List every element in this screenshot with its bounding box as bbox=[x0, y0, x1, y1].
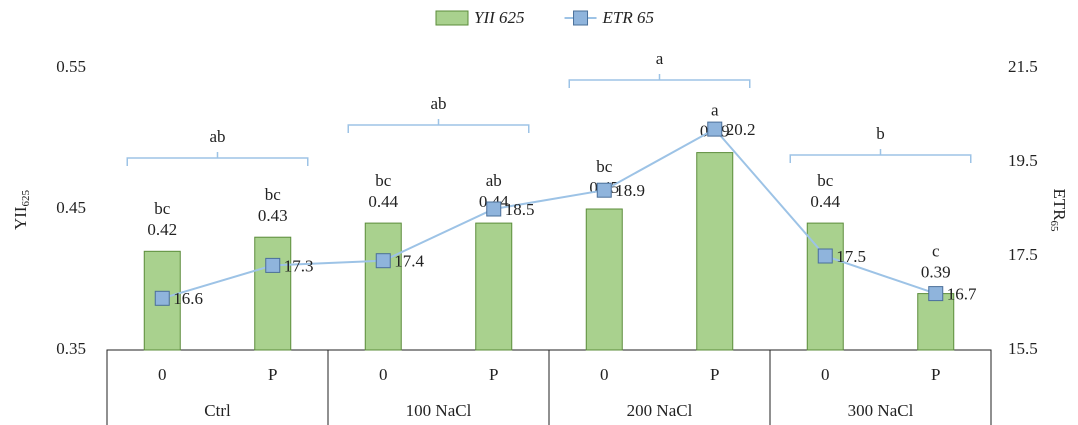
significance-letter: ab bbox=[486, 171, 502, 190]
y-axis-title: YII625 bbox=[11, 189, 32, 230]
group-label: 100 NaCl bbox=[406, 401, 472, 420]
x-tick-label: 0 bbox=[158, 365, 167, 384]
x-tick-label: 0 bbox=[379, 365, 388, 384]
line-marker bbox=[596, 182, 612, 198]
y2-axis-title-main: ETR bbox=[1050, 188, 1069, 221]
significance-letter: c bbox=[932, 242, 940, 261]
line-value-label: 17.4 bbox=[394, 252, 424, 271]
bar-value-label: 0.39 bbox=[921, 263, 951, 282]
group-letter: b bbox=[876, 124, 885, 143]
x-tick-label: P bbox=[268, 365, 277, 384]
line-value-label: 16.7 bbox=[947, 285, 977, 304]
significance-letter: bc bbox=[596, 157, 613, 176]
y2-tick-label: 21.5 bbox=[1008, 57, 1038, 76]
line-marker bbox=[154, 290, 170, 306]
bar bbox=[585, 208, 623, 351]
line-value-label: 17.3 bbox=[284, 256, 314, 275]
group-bracket bbox=[789, 149, 972, 163]
line-marker bbox=[265, 257, 281, 273]
significance-letter: bc bbox=[265, 185, 282, 204]
bar-value-label: 0.43 bbox=[258, 206, 288, 225]
group-letter: ab bbox=[209, 127, 225, 146]
line-value-label: 16.6 bbox=[173, 289, 203, 308]
group-letter: ab bbox=[430, 94, 446, 113]
line-value-label: 18.9 bbox=[615, 181, 645, 200]
line-value-label: 18.5 bbox=[505, 200, 535, 219]
legend-swatch bbox=[435, 10, 469, 26]
bar-value-label: 0.42 bbox=[147, 220, 177, 239]
y2-tick-label: 17.5 bbox=[1008, 245, 1038, 264]
significance-letter: a bbox=[711, 101, 719, 120]
group-bracket bbox=[126, 152, 309, 166]
group-label: Ctrl bbox=[204, 401, 231, 420]
legend-label: ETR 65 bbox=[602, 8, 654, 27]
bar bbox=[254, 236, 292, 351]
y2-axis-title-sub: 65 bbox=[1048, 221, 1060, 233]
line-marker bbox=[375, 253, 391, 269]
x-tick-label: P bbox=[931, 365, 940, 384]
group-bracket bbox=[347, 119, 530, 133]
y-axis-title-main: YII bbox=[11, 206, 30, 230]
legend-marker bbox=[573, 10, 589, 26]
x-tick-label: P bbox=[489, 365, 498, 384]
x-tick-label: P bbox=[710, 365, 719, 384]
significance-letter: bc bbox=[154, 199, 171, 218]
line-marker bbox=[486, 201, 502, 217]
x-tick-label: 0 bbox=[600, 365, 609, 384]
x-tick-label: 0 bbox=[821, 365, 830, 384]
bar bbox=[806, 222, 844, 351]
significance-letter: bc bbox=[817, 171, 834, 190]
y-tick-label: 0.45 bbox=[56, 198, 86, 217]
y-tick-label: 0.55 bbox=[56, 57, 86, 76]
legend-label: YII 625 bbox=[474, 8, 525, 27]
group-letter: a bbox=[656, 49, 664, 68]
bar-value-label: 0.44 bbox=[810, 192, 840, 211]
y2-tick-label: 15.5 bbox=[1008, 339, 1038, 358]
bar bbox=[696, 152, 734, 351]
y2-tick-label: 19.5 bbox=[1008, 151, 1038, 170]
group-label: 300 NaCl bbox=[848, 401, 914, 420]
line-value-label: 17.5 bbox=[836, 247, 866, 266]
y-tick-label: 0.35 bbox=[56, 339, 86, 358]
group-bracket bbox=[568, 74, 751, 88]
group-label: 200 NaCl bbox=[627, 401, 693, 420]
y2-axis-title: ETR65 bbox=[1048, 188, 1069, 232]
bar bbox=[475, 222, 513, 351]
significance-letter: bc bbox=[375, 171, 392, 190]
bar-value-label: 0.44 bbox=[368, 192, 398, 211]
bar bbox=[364, 222, 402, 351]
line bbox=[161, 127, 937, 300]
line-marker bbox=[817, 248, 833, 264]
line-marker bbox=[707, 121, 723, 137]
line-value-label: 20.2 bbox=[726, 120, 756, 139]
line-marker bbox=[928, 286, 944, 302]
y-axis-title-sub: 625 bbox=[20, 189, 32, 206]
